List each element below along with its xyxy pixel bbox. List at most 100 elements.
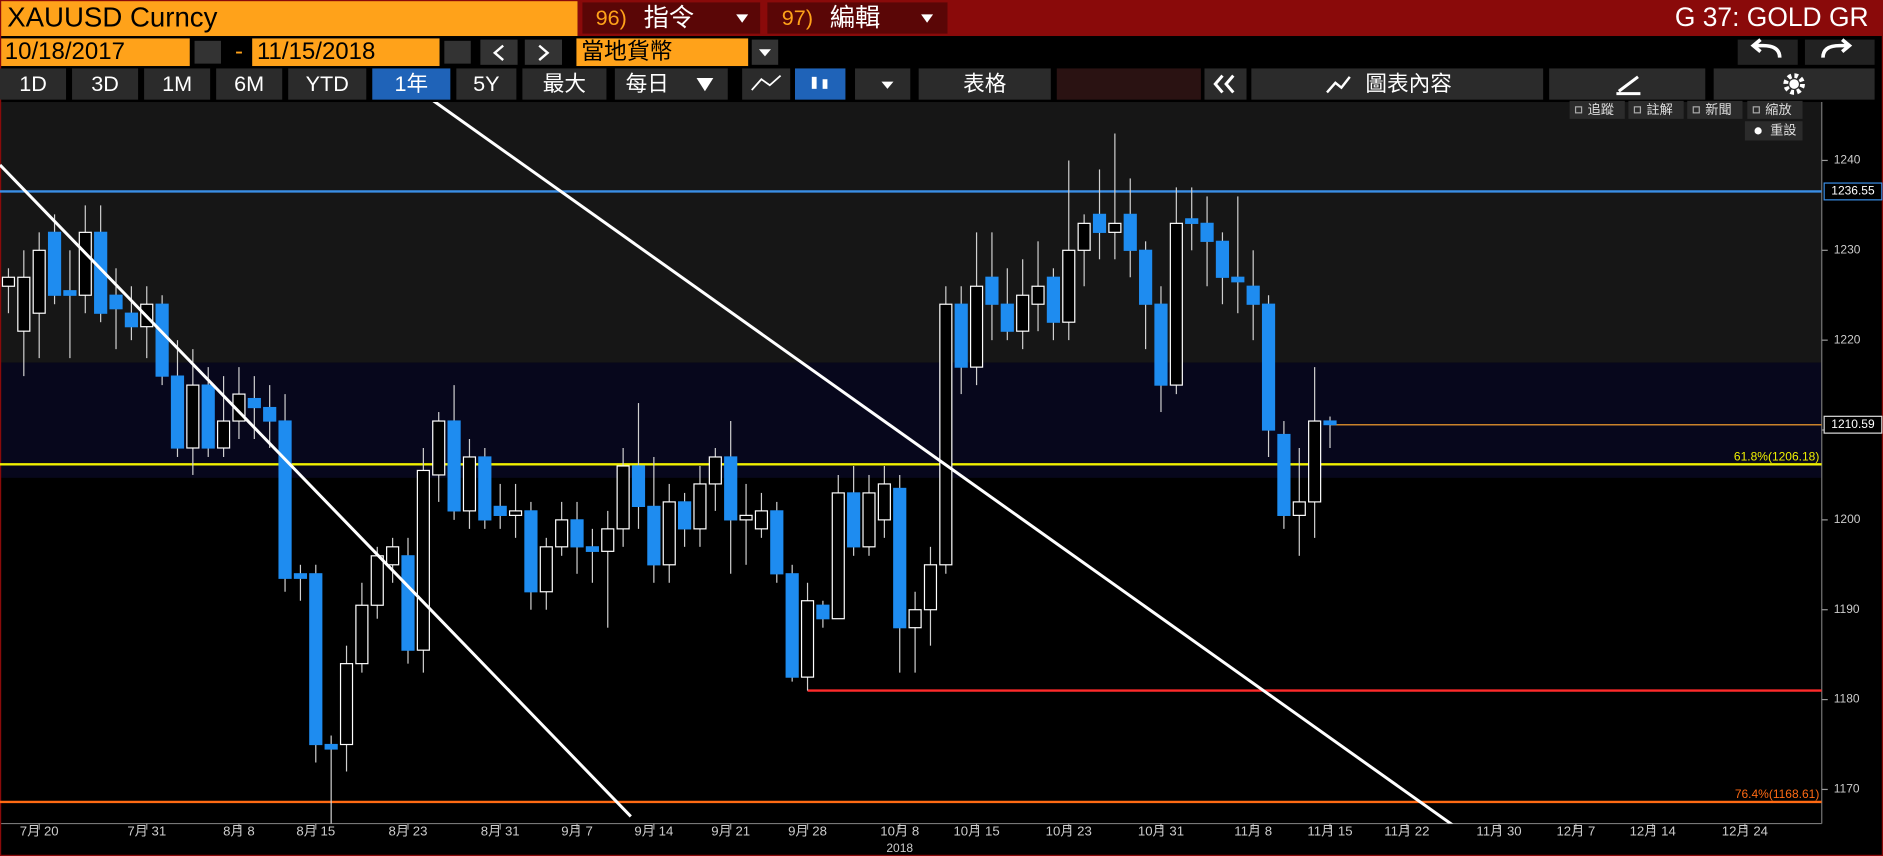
candle-body [478, 456, 492, 521]
plot-layer [0, 102, 1822, 824]
candle-body [754, 510, 769, 530]
line-chart-button[interactable] [742, 68, 791, 100]
table-button[interactable] [918, 68, 1051, 100]
y-tick-label: 1170 [1834, 782, 1860, 796]
candle-body [78, 231, 92, 296]
period-label: 5Y [473, 71, 499, 96]
tool-button[interactable] [1628, 100, 1684, 119]
candle-body [47, 231, 62, 296]
ticker-box[interactable] [0, 0, 578, 37]
x-tick-label: 10月 23 [1046, 823, 1092, 838]
settings-icon [1789, 79, 1799, 89]
dropdown-arrow [881, 81, 894, 89]
candle-body [1046, 276, 1060, 323]
menu-button[interactable] [582, 2, 761, 34]
x-tick-label: 10月 15 [953, 823, 999, 838]
candle-body [124, 312, 138, 328]
x-tick-label: 9月 21 [711, 823, 750, 838]
tool-label: 註解 [1646, 102, 1672, 117]
calendar-icon[interactable] [444, 40, 471, 64]
tool-label: 縮放 [1765, 102, 1791, 117]
tool-button[interactable] [1687, 100, 1743, 119]
candle-body [693, 483, 707, 530]
candle-body [1139, 249, 1153, 305]
x-tick-label: 8月 23 [389, 823, 428, 838]
candle-body [63, 290, 77, 296]
line-chart-icon [751, 74, 782, 91]
candle-body [370, 555, 384, 606]
candle-body [508, 510, 523, 516]
currency: 當地貨幣 [581, 38, 672, 64]
tool-button[interactable] [1569, 100, 1625, 119]
x-tick-label: 11月 22 [1384, 823, 1429, 838]
candle-body [1, 276, 16, 287]
candle-body [908, 609, 922, 629]
period-button[interactable] [456, 68, 517, 100]
price-tag [1823, 415, 1883, 434]
candle-body [601, 528, 615, 552]
candle-chart-button[interactable] [794, 68, 846, 100]
menu-button[interactable] [767, 2, 948, 34]
start-date: 10/18/2017 [5, 38, 125, 65]
candle-body [708, 456, 722, 485]
candle-body [1200, 222, 1214, 242]
calendar-icon[interactable] [194, 40, 221, 64]
period-button[interactable] [372, 68, 451, 100]
period-label: 6M [234, 71, 264, 96]
candle-body [877, 483, 891, 521]
period-button[interactable] [216, 68, 283, 100]
period-button[interactable] [288, 68, 367, 100]
y-tick-label: 1230 [1834, 242, 1861, 256]
dropdown-arrow [921, 14, 934, 23]
period-button[interactable] [72, 68, 139, 100]
price-axis [1821, 102, 1883, 856]
period-button[interactable] [144, 68, 211, 100]
currency-box[interactable] [576, 38, 749, 67]
collapse-icon [1224, 74, 1235, 94]
tool-icon [1633, 106, 1642, 114]
date-box[interactable] [252, 38, 440, 67]
candle-body [831, 492, 845, 620]
candle-body [800, 600, 815, 678]
prev-button[interactable] [480, 39, 518, 65]
x-tick-label: 11月 15 [1307, 823, 1352, 838]
x-tick-label: 12月 24 [1722, 823, 1768, 838]
candle-body [785, 573, 799, 678]
x-tick-label: 11月 8 [1234, 823, 1272, 838]
candle-body [1246, 285, 1260, 305]
candle-body [278, 420, 292, 579]
tool-button[interactable] [1747, 100, 1803, 119]
chart-content-icon [1326, 76, 1351, 94]
period-button[interactable] [0, 68, 67, 100]
redo-button[interactable] [1804, 39, 1875, 65]
draw-icon [1616, 75, 1641, 96]
candle-body [1123, 213, 1137, 251]
candle-icon [811, 76, 817, 89]
period-label: 最大 [543, 71, 586, 96]
period-button[interactable] [522, 68, 607, 100]
date-box[interactable] [0, 38, 190, 67]
candle-body [893, 487, 907, 629]
candle-body [1323, 420, 1337, 426]
menu-label: 編輯 [830, 4, 880, 32]
reset-button[interactable] [1744, 121, 1803, 141]
candle-body [539, 546, 553, 593]
y-tick-label: 1190 [1834, 602, 1860, 616]
prev-icon [492, 44, 504, 61]
reset-label: 重設 [1770, 122, 1796, 137]
undo-button[interactable] [1737, 39, 1798, 65]
next-button[interactable] [524, 39, 563, 65]
candle-body [309, 573, 323, 746]
candle-body [186, 384, 200, 449]
chart-content-button[interactable] [1251, 68, 1544, 100]
shaded-zone [0, 362, 1822, 478]
candle-body [201, 384, 215, 449]
candle-body [1169, 222, 1183, 386]
candle-body [170, 375, 185, 449]
candle-body [1292, 501, 1306, 516]
candle-body [969, 285, 984, 368]
candle-body [555, 519, 569, 548]
period-label: 1年 [394, 71, 428, 96]
chart-type-dropdown[interactable] [855, 68, 911, 100]
